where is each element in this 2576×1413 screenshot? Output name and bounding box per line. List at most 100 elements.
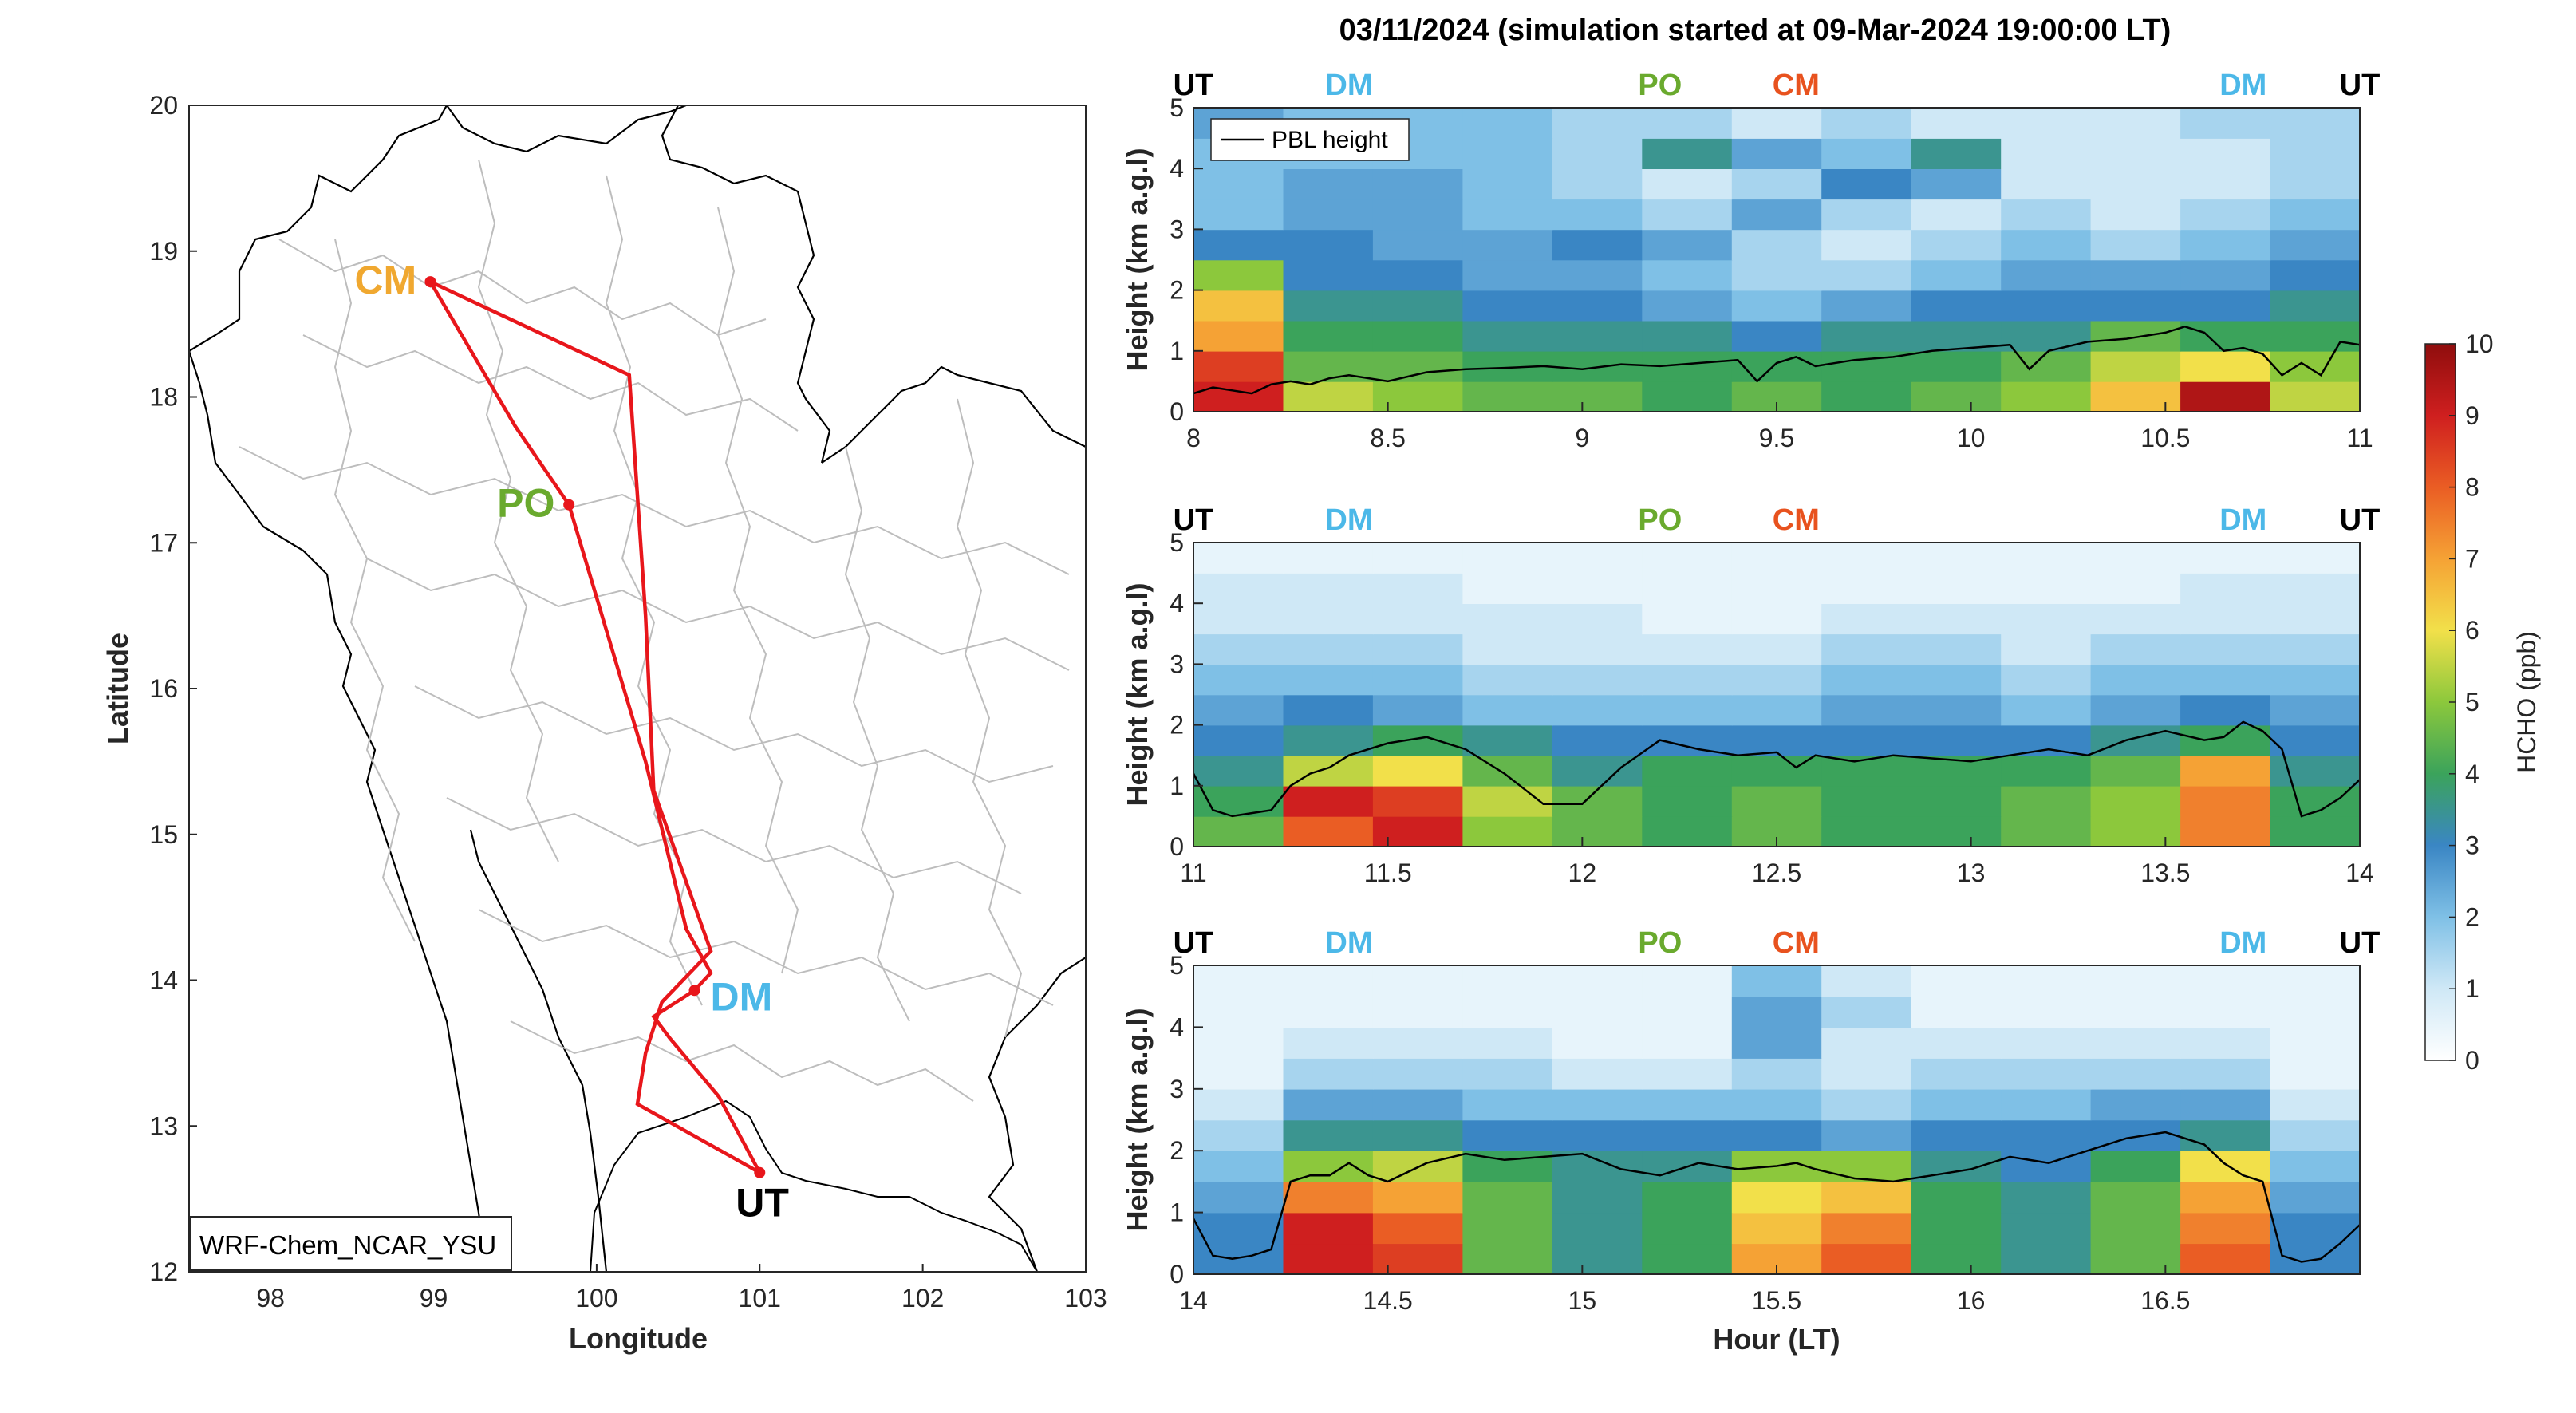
heatmap-xtick-label: 11: [2346, 424, 2373, 452]
heatmap-cell: [2090, 664, 2181, 696]
heatmap-ytick-label: 0: [1170, 1260, 1184, 1289]
heatmap-cell: [1193, 168, 1284, 200]
heatmap-cell: [1552, 1243, 1643, 1275]
heatmap-cell: [1193, 633, 1284, 665]
heatmap-cell: [2001, 664, 2092, 696]
heatmap-cell: [1821, 815, 1912, 847]
heatmap-cell: [1283, 724, 1374, 756]
heatmap-cell: [1821, 168, 1912, 200]
heatmap-cell: [2180, 259, 2271, 291]
heatmap-cell: [1911, 168, 2002, 200]
heatmap-cell: [2001, 1243, 2092, 1275]
heatmap-cell: [1283, 320, 1374, 352]
heatmap-cell: [2090, 1151, 2181, 1182]
colorbar: 0 1 2 3 4 5 6 7 8 9 10 HCHO (ppb): [2424, 330, 2541, 1075]
heatmap-cell: [1462, 755, 1553, 787]
heatmap-cell: [2270, 108, 2361, 139]
heatmap-cell: [1911, 259, 2002, 291]
heatmap-cell: [1642, 603, 1733, 635]
heatmap-cell: [1642, 633, 1733, 665]
heatmap-cell: [1821, 965, 1912, 997]
heatmap-cell: [1821, 543, 1912, 574]
heatmap-cell: [2001, 633, 2092, 665]
heatmap-cell: [1821, 755, 1912, 787]
heatmap-cell: [1462, 694, 1553, 726]
heatmap-cell: [1462, 259, 1553, 291]
heatmap-cell: [2001, 1212, 2092, 1245]
heatmap-cell: [2001, 1088, 2092, 1121]
heatmap-cell: [1642, 1212, 1733, 1245]
heatmap-cell: [1911, 815, 2002, 847]
heatmap-cell: [2270, 1181, 2361, 1214]
heatmap-cell: [1283, 664, 1374, 696]
heatmap-cell: [2270, 724, 2361, 756]
heatmap-cell: [2090, 229, 2181, 261]
heatmap-cell: [1552, 138, 1643, 169]
heatmap-ylabel: Height (km a.g.l): [1121, 582, 1154, 806]
heatmap-cell: [1283, 996, 1374, 1028]
heatmap-cell: [1372, 785, 1464, 817]
heatmap-xtick-label: 8.5: [1370, 424, 1405, 452]
route-label-DM: DM: [1325, 503, 1372, 537]
heatmap-xtick-label: 8: [1186, 424, 1201, 452]
heatmap-cell: [1372, 320, 1464, 352]
heatmap-cell: [2090, 724, 2181, 756]
heatmap-cell: [1193, 290, 1284, 322]
map-ytick-label: 14: [149, 966, 178, 995]
heatmap-cell: [1462, 290, 1553, 322]
heatmap-cell: [2090, 381, 2181, 412]
heatmap-cell: [2270, 603, 2361, 635]
heatmap-cell: [1552, 603, 1643, 635]
heatmap-cell: [1552, 996, 1643, 1028]
heatmap-cell: [1642, 1027, 1733, 1059]
heatmap-cell: [1642, 755, 1733, 787]
heatmap-cell: [2180, 1058, 2271, 1090]
heatmap-cell: [1731, 785, 1823, 817]
heatmap-cell: [1372, 1058, 1464, 1090]
model-label: WRF-Chem_NCAR_YSU: [199, 1230, 496, 1260]
heatmap-cell: [2001, 603, 2092, 635]
heatmap-cell: [1372, 996, 1464, 1028]
heatmap-cell: [1283, 259, 1374, 291]
heatmap-cell: [2090, 290, 2181, 322]
heatmap-cell: [1552, 664, 1643, 696]
route-label-DM: DM: [2219, 69, 2266, 102]
heatmap-xtick-label: 11: [1180, 858, 1206, 887]
heatmap-cell: [2090, 755, 2181, 787]
heatmap-cell: [1462, 965, 1553, 997]
heatmap-ylabel: Height (km a.g.l): [1121, 1008, 1154, 1231]
heatmap-cell: [1642, 199, 1733, 231]
heatmap-cell: [1552, 229, 1643, 261]
heatmap-cell: [1911, 108, 2002, 139]
heatmap-cell: [1821, 1088, 1912, 1121]
heatmap-cell: [1193, 229, 1284, 261]
heatmap-cell: [1462, 724, 1553, 756]
heatmap-cell: [1731, 1027, 1823, 1059]
heatmap-cell: [2180, 694, 2271, 726]
heatmap-cell: [1731, 199, 1823, 231]
heatmap-cell: [2270, 381, 2361, 412]
map-xtick-label: 98: [256, 1284, 285, 1312]
heatmap-cell: [1462, 1212, 1553, 1245]
route-label-CM: CM: [1773, 926, 1820, 960]
heatmap-cell: [1731, 996, 1823, 1028]
heatmap-cell: [1462, 229, 1553, 261]
heatmap-cell: [2180, 965, 2271, 997]
heatmap-cell: [1821, 290, 1912, 322]
colorbar-tick-label: 7: [2465, 544, 2479, 573]
heatmap-xtick-label: 11.5: [1364, 858, 1412, 887]
heatmap-cell: [1642, 664, 1733, 696]
heatmap-cell: [2270, 664, 2361, 696]
colorbar-tick-label: 0: [2465, 1046, 2479, 1075]
heatmap-cell: [1193, 381, 1284, 412]
heatmap-cell: [1372, 199, 1464, 231]
map-site-label: DM: [711, 974, 773, 1019]
heatmap-cell: [2180, 1088, 2271, 1121]
heatmap-cell: [1642, 815, 1733, 847]
heatmap-cell: [2270, 1088, 2361, 1121]
route-label-DM: DM: [1325, 926, 1372, 960]
heatmap-cell: [1731, 633, 1823, 665]
heatmap-xtick-label: 14: [1179, 1286, 1208, 1315]
heatmap-cell: [1283, 573, 1374, 604]
